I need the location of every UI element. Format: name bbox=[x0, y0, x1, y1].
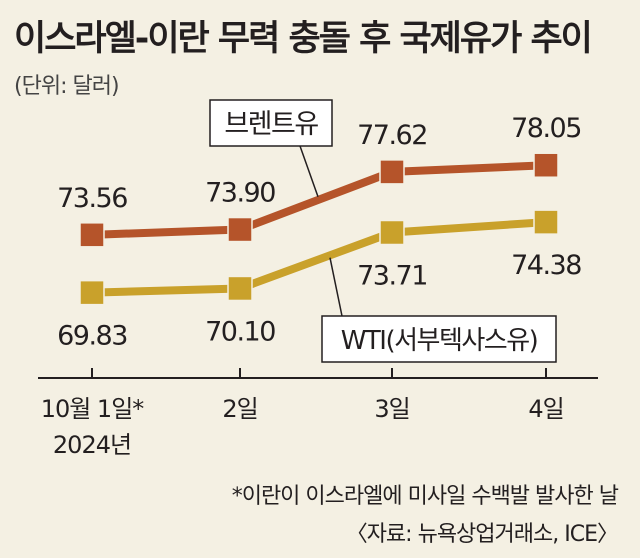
data-label: 70.10 bbox=[205, 316, 275, 347]
legend-label-brent: 브렌트유 bbox=[224, 109, 318, 140]
data-label: 69.83 bbox=[57, 321, 127, 352]
data-label: 74.38 bbox=[511, 250, 581, 281]
data-label: 77.62 bbox=[357, 120, 427, 151]
data-point-marker bbox=[533, 209, 559, 235]
unit-label: (단위: 달러) bbox=[14, 74, 120, 99]
data-label: 73.56 bbox=[57, 183, 127, 214]
x-tick-label: 4일 bbox=[528, 395, 563, 423]
series-line-1 bbox=[91, 218, 547, 297]
data-label: 73.71 bbox=[357, 260, 427, 291]
x-tick-label: 10월 1일* bbox=[41, 395, 145, 423]
legend-label-wti: WTI(서부텍사스유) bbox=[341, 326, 538, 356]
data-label: 73.90 bbox=[205, 178, 275, 209]
data-point-marker bbox=[79, 279, 105, 306]
data-point-marker bbox=[227, 216, 253, 243]
footnote: *이란이 이스라엘에 미사일 수백발 발사한 날 bbox=[231, 484, 619, 509]
data-point-marker bbox=[379, 159, 405, 185]
data-point-marker bbox=[227, 275, 253, 302]
data-label: 78.05 bbox=[511, 113, 581, 144]
legend-box-brent bbox=[209, 99, 333, 147]
callout-leader bbox=[299, 145, 319, 197]
legend-box-wti bbox=[321, 315, 557, 363]
data-point-marker bbox=[533, 152, 559, 178]
chart-title: 이스라엘-이란 무력 충돌 후 국제유가 추이 bbox=[14, 19, 593, 59]
data-point-marker bbox=[79, 222, 105, 248]
x-tick-label: 3일 bbox=[374, 395, 409, 423]
source-note: 〈자료: 뉴욕상업거래소, ICE〉 bbox=[345, 522, 619, 547]
series-line-0 bbox=[91, 161, 547, 239]
x-tick-sublabel: 2024년 bbox=[53, 431, 131, 459]
callout-leader bbox=[329, 257, 343, 317]
x-tick-label: 2일 bbox=[222, 395, 257, 423]
data-point-marker bbox=[379, 219, 405, 246]
